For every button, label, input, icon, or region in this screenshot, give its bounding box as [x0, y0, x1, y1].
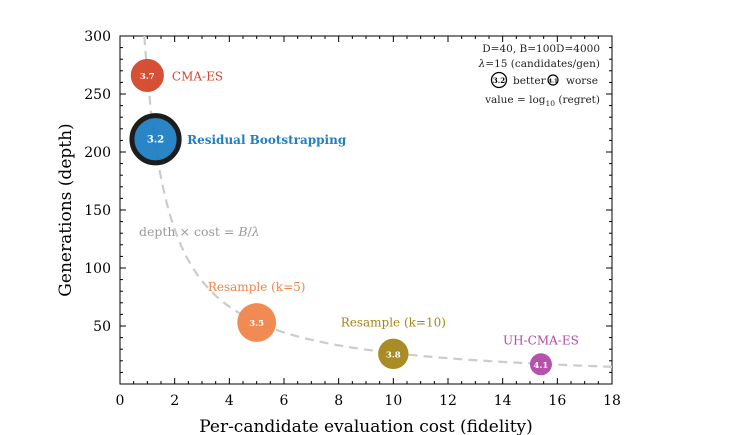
- x-tick-label: 4: [225, 393, 234, 409]
- legend-worse-marker: [547, 74, 559, 86]
- data-point-marker: [237, 303, 277, 342]
- data-point-label: Residual Bootstrapping: [187, 133, 347, 147]
- x-axis-title: Per-candidate evaluation cost (fidelity): [199, 417, 533, 435]
- data-point-label: Resample (k=5): [208, 280, 306, 294]
- curve-label-cost: cost: [194, 224, 220, 239]
- legend-config-line: D=40, B=100D=4000: [482, 43, 600, 55]
- legend-lambda-symbol: λ: [478, 58, 486, 70]
- data-point-label: Resample (k=10): [341, 316, 446, 330]
- legend-better-marker: [490, 71, 508, 89]
- legend-value-prefix: value = log: [484, 94, 546, 106]
- y-tick-label: 50: [93, 319, 111, 335]
- legend-worse-marker-value: 4.1: [548, 79, 558, 85]
- data-point: 3.2 Residual Bootstrapping: [129, 113, 347, 166]
- legend-value-subscript: 10: [546, 99, 556, 108]
- data-point: 3.8 Resample (k=10): [341, 316, 446, 370]
- y-tick-label: 300: [84, 29, 111, 45]
- legend-lambda-line: λ=15 (candidates/gen): [478, 58, 600, 70]
- curve-label-eq: =: [224, 224, 234, 239]
- data-point: 4.1 UH-CMA-ES: [503, 333, 579, 376]
- data-point-label: CMA-ES: [172, 69, 223, 83]
- data-point-marker: [130, 58, 164, 93]
- x-axis-tick-labels: 0 2 4 6 8 10 12 14 16 18: [116, 393, 621, 409]
- data-points: 3.7 CMA-ES 3.2 Residual Bootstrapping 3.5 Res…: [129, 58, 579, 376]
- x-tick-label: 16: [548, 393, 566, 409]
- data-point-marker: [378, 338, 409, 370]
- data-point: 3.7 CMA-ES: [130, 58, 223, 93]
- curve-label-lambda: λ: [251, 224, 260, 239]
- curve-label-times: ×: [179, 224, 189, 239]
- x-tick-label: 10: [384, 393, 402, 409]
- curve-label: depth × cost = B/λ: [139, 224, 260, 239]
- y-axis-tick-labels: 50 100 150 200 250 300: [84, 29, 111, 335]
- data-point: 3.5 Resample (k=5): [208, 280, 306, 342]
- data-point-value: 3.2: [147, 135, 164, 146]
- y-axis-ticks: [120, 35, 612, 373]
- data-point-label: UH-CMA-ES: [503, 333, 579, 347]
- curve-label-depth: depth: [139, 224, 175, 239]
- legend-value-explanation: value = log10 (regret): [484, 94, 600, 108]
- x-tick-label: 12: [439, 393, 457, 409]
- legend-better-label: better: [513, 75, 547, 87]
- data-point-value: 3.5: [249, 319, 264, 329]
- x-tick-label: 8: [334, 393, 343, 409]
- plot-frame: [119, 35, 613, 385]
- x-tick-label: 6: [280, 393, 289, 409]
- y-tick-label: 100: [84, 261, 111, 277]
- curve-label-slash: /: [248, 224, 253, 239]
- data-point-value: 4.1: [534, 361, 549, 371]
- x-tick-label: 0: [116, 393, 125, 409]
- y-tick-label: 200: [84, 145, 111, 161]
- legend-worse-label: worse: [566, 75, 598, 87]
- data-point-value: 3.8: [386, 350, 401, 360]
- y-axis-title: Generations (depth): [56, 123, 76, 296]
- legend-value-suffix: (regret): [555, 94, 600, 106]
- legend-lambda-rest: =15 (candidates/gen): [485, 58, 600, 70]
- x-tick-label: 2: [170, 393, 179, 409]
- data-point-value: 3.7: [140, 72, 155, 82]
- y-tick-label: 250: [84, 87, 111, 103]
- data-point-marker: [129, 113, 182, 166]
- x-tick-label: 14: [494, 393, 512, 409]
- legend-better-marker-value: 3.2: [493, 76, 505, 85]
- curve-label-B: B: [237, 224, 247, 239]
- x-axis-ticks: [119, 36, 613, 384]
- x-tick-label: 18: [603, 393, 621, 409]
- legend: D=40, B=100D=4000 λ=15 (candidates/gen) …: [478, 43, 600, 108]
- data-point-marker: [529, 353, 552, 376]
- y-tick-label: 150: [84, 203, 111, 219]
